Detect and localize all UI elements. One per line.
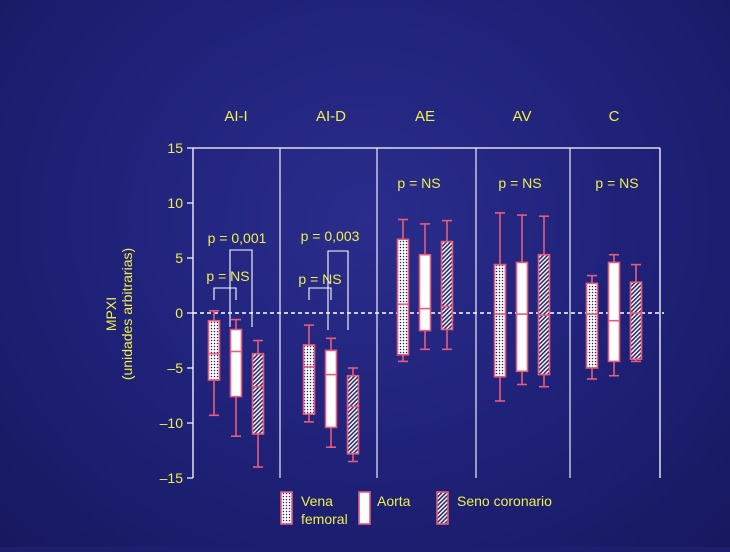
comparison-bracket: [327, 250, 349, 330]
p-value-label: p = 0,001: [208, 230, 267, 246]
box-groups: AI-I AI-D AE AV C: [207, 108, 643, 468]
box-body: [229, 328, 243, 398]
p-value-label: p = NS: [498, 175, 541, 191]
box-C-2: [607, 253, 621, 377]
p-value-label: p = NS: [206, 268, 249, 284]
p-value-label: p = NS: [298, 271, 341, 287]
y-axis: 15 10 5 0 –5 –10 –15: [160, 140, 193, 486]
box-AI-D-3: [346, 367, 360, 463]
comparison-bracket: [213, 287, 237, 300]
comparison-bracket: [308, 287, 332, 300]
legend: Vena femoral Aorta Seno coronario: [280, 491, 552, 527]
legend-swatch: [436, 491, 449, 525]
group-label: AI-D: [316, 108, 346, 125]
y-tick-label: 10: [167, 195, 183, 211]
box-body: [251, 352, 265, 435]
box-AI-D-2: [324, 337, 338, 449]
box-body: [515, 261, 529, 373]
y-tick-label: –10: [160, 415, 184, 431]
box-C-1: [585, 274, 599, 380]
box-body: [585, 282, 599, 369]
box-AI-I-1: [207, 309, 221, 417]
box-AV-2: [515, 214, 529, 386]
box-body: [607, 261, 621, 363]
legend-label: Seno coronario: [457, 493, 552, 509]
box-body: [302, 344, 316, 415]
legend-item: Vena femoral: [280, 491, 348, 527]
box-AI-D-1: [302, 324, 316, 423]
box-AV-1: [493, 212, 507, 402]
legend-label: Aorta: [377, 493, 411, 509]
box-body: [440, 240, 454, 331]
y-tick-label: 15: [167, 140, 183, 156]
legend-label-line2: femoral: [301, 511, 348, 527]
y-axis-label: MPXI: [103, 297, 119, 331]
box-AE-1: [396, 218, 410, 363]
box-body: [207, 319, 221, 381]
box-body: [629, 281, 643, 361]
y-tick-label: 5: [175, 250, 183, 266]
box-AE-2: [418, 223, 432, 351]
box-body: [346, 374, 360, 455]
legend-swatch: [358, 491, 371, 525]
box-AV-3: [537, 215, 551, 388]
group-label: AI-I: [224, 108, 247, 125]
p-value-annotations: p = 0,001 p = NS p = 0,003 p = NS p = NS p = …: [206, 175, 639, 330]
y-tick-label: –5: [167, 360, 183, 376]
box-AI-I-3: [251, 339, 265, 468]
group-label: AE: [415, 108, 435, 125]
legend-item: Seno coronario: [436, 491, 552, 525]
p-value-label: p = NS: [397, 175, 440, 191]
legend-item: Aorta: [358, 491, 411, 525]
group-label: AV: [513, 108, 532, 125]
box-C-3: [629, 263, 643, 363]
p-value-label: p = NS: [595, 175, 638, 191]
legend-swatch: [280, 491, 293, 525]
box-AI-I-2: [229, 318, 243, 438]
y-axis-label-units: (unidades arbitrarias): [119, 248, 135, 380]
box-body: [324, 349, 338, 429]
box-body: [493, 263, 507, 378]
y-tick-label: 0: [175, 305, 183, 321]
y-tick-label: –15: [160, 470, 184, 486]
legend-label: Vena: [301, 493, 333, 509]
box-body: [418, 253, 432, 332]
box-body: [396, 238, 410, 356]
box-AE-3: [440, 219, 454, 351]
p-value-label: p = 0,003: [301, 228, 360, 244]
group-label: C: [609, 108, 620, 125]
